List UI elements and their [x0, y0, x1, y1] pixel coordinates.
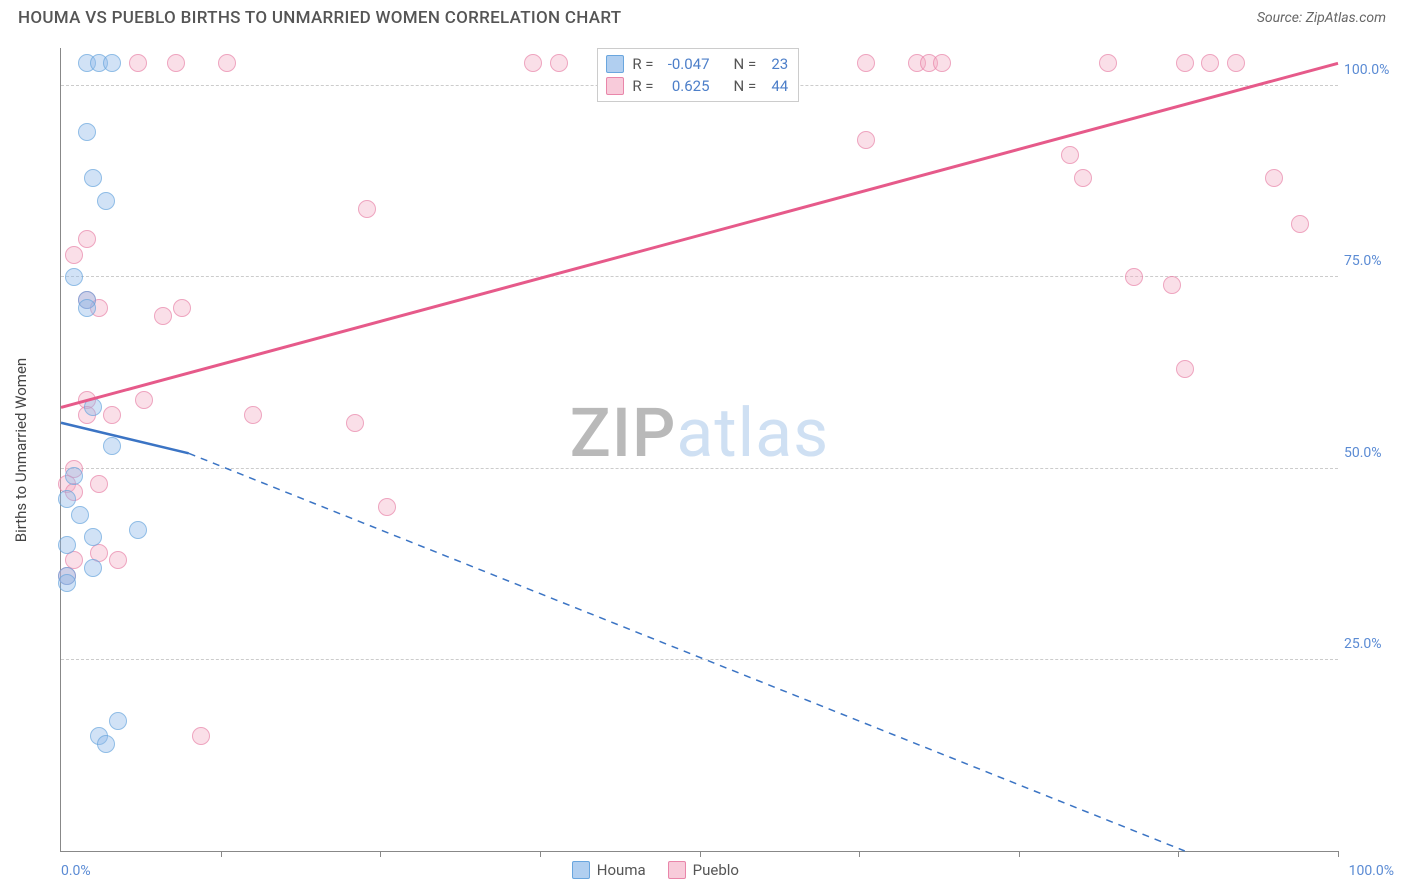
trend-line-pueblo	[61, 63, 1338, 407]
swatch-houma	[606, 55, 624, 73]
legend-row-pueblo: R = 0.625 N = 44	[606, 75, 788, 97]
trend-lines	[61, 48, 1338, 851]
n-value-pueblo: 44	[764, 75, 788, 97]
swatch-pueblo	[606, 77, 624, 95]
y-tick-label: 100.0%	[1344, 62, 1394, 78]
legend-item-houma: Houma	[572, 861, 646, 879]
x-tick-mark	[1019, 851, 1020, 857]
source-link[interactable]: ZipAtlas.com	[1306, 10, 1386, 26]
x-tick-mark	[1178, 851, 1179, 857]
x-tick-mark	[380, 851, 381, 857]
r-value-pueblo: 0.625	[662, 75, 710, 97]
swatch-houma-icon	[572, 861, 590, 879]
trend-line-houma-dash	[189, 453, 1185, 851]
chart-area: Births to Unmarried Women ZIPatlas 25.0%…	[60, 48, 1338, 852]
y-axis-label: Births to Unmarried Women	[12, 357, 30, 541]
r-value-houma: -0.047	[662, 53, 710, 75]
n-value-houma: 23	[764, 53, 788, 75]
series-legend: Houma Pueblo	[572, 861, 739, 879]
chart-title: HOUMA VS PUEBLO BIRTHS TO UNMARRIED WOME…	[18, 8, 621, 28]
source-attribution: Source: ZipAtlas.com	[1257, 10, 1386, 26]
x-axis-min: 0.0%	[61, 863, 91, 879]
legend-item-pueblo: Pueblo	[668, 861, 739, 879]
trend-line-houma-solid	[61, 423, 189, 454]
x-tick-mark	[221, 851, 222, 857]
x-tick-mark	[1338, 851, 1339, 857]
y-tick-label: 25.0%	[1344, 636, 1394, 652]
x-tick-mark	[700, 851, 701, 857]
x-tick-mark	[540, 851, 541, 857]
correlation-legend: R = -0.047 N = 23 R = 0.625 N = 44	[597, 48, 799, 102]
swatch-pueblo-icon	[668, 861, 686, 879]
y-tick-label: 75.0%	[1344, 253, 1394, 269]
x-tick-mark	[859, 851, 860, 857]
x-axis-max: 100.0%	[1349, 863, 1394, 879]
y-tick-label: 50.0%	[1344, 445, 1394, 461]
legend-row-houma: R = -0.047 N = 23	[606, 53, 788, 75]
